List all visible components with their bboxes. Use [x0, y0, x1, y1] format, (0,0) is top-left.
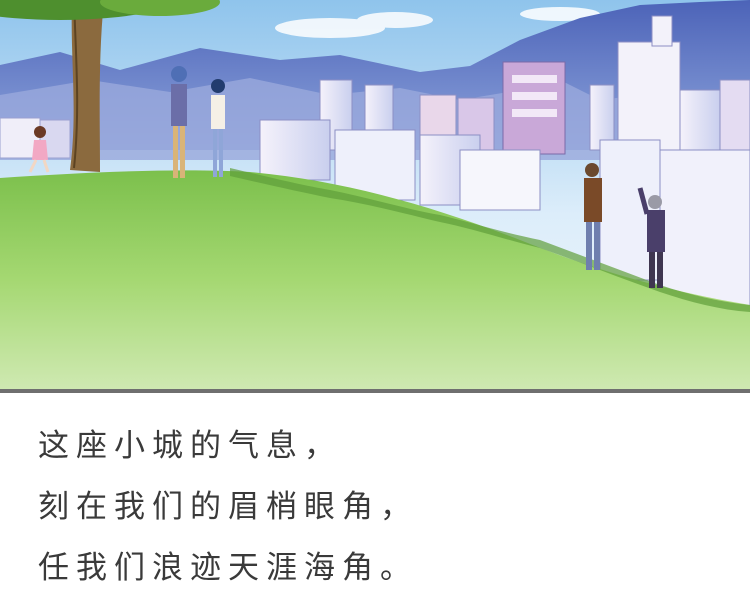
tree: [0, 0, 220, 172]
couple-under-tree: [171, 66, 225, 178]
caption-line-3: 任我们浪迹天涯海角。: [38, 550, 418, 586]
walking-men: [584, 163, 665, 288]
caption-line-2: 刻在我们的眉梢眼角，: [38, 489, 418, 525]
caption-line-1: 这座小城的气息，: [38, 428, 342, 464]
caption-text-block: 这座小城的气息， 刻在我们的眉梢眼角， 任我们浪迹天涯海角。: [38, 416, 718, 599]
comic-panel-illustration: [0, 0, 750, 390]
grass-edge-shrubs: [230, 168, 750, 312]
running-child: [28, 126, 50, 173]
clouds: [275, 7, 600, 38]
hillside-grass: [0, 170, 750, 390]
comic-page: 这座小城的气息， 刻在我们的眉梢眼角， 任我们浪迹天涯海角。: [0, 0, 750, 586]
city-skyline: [0, 15, 750, 311]
panel-divider: [0, 389, 750, 393]
